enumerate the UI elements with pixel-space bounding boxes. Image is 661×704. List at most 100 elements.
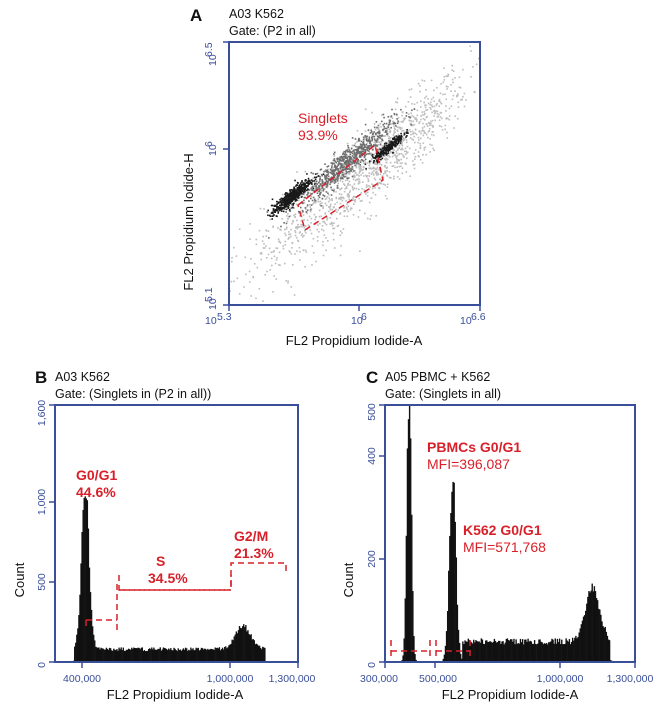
scatter-point	[415, 120, 418, 122]
histogram-bar	[473, 639, 475, 662]
scatter-point	[431, 131, 434, 133]
scatter-point	[330, 194, 333, 196]
scatter-point	[359, 167, 361, 170]
scatter-point	[391, 141, 394, 144]
scatter-point	[404, 162, 407, 164]
scatter-point	[374, 156, 377, 159]
scatter-point	[333, 222, 335, 224]
scatter-point	[472, 66, 474, 68]
scatter-point	[321, 182, 324, 184]
scatter-point	[271, 215, 273, 217]
scatter-point	[342, 163, 344, 166]
scatter-point	[363, 175, 365, 177]
panel-b-gate-s-percent: 34.5%	[148, 570, 188, 586]
scatter-point	[397, 133, 400, 136]
scatter-point	[296, 250, 298, 252]
histogram-bar	[570, 641, 573, 662]
scatter-point	[377, 124, 380, 127]
scatter-point	[319, 203, 321, 206]
scatter-point	[360, 140, 363, 143]
histogram-bar	[175, 650, 177, 662]
scatter-point	[397, 137, 399, 140]
scatter-point	[400, 132, 402, 135]
scatter-point	[387, 116, 390, 118]
scatter-point	[413, 135, 416, 138]
scatter-point	[408, 116, 410, 118]
scatter-point	[344, 179, 347, 182]
scatter-point	[340, 193, 343, 196]
scatter-point	[394, 140, 396, 143]
scatter-point	[315, 216, 317, 218]
panel-a-y-tick-2: 10 6.5	[203, 41, 229, 66]
scatter-point	[339, 179, 342, 182]
scatter-point	[389, 116, 392, 118]
scatter-point	[325, 197, 328, 200]
scatter-point	[296, 184, 299, 186]
histogram-bar	[476, 640, 478, 662]
scatter-point	[383, 149, 386, 151]
scatter-point	[298, 246, 301, 249]
scatter-point	[282, 206, 284, 209]
scatter-point	[267, 230, 270, 232]
scatter-point	[344, 176, 346, 178]
scatter-point	[279, 209, 281, 212]
scatter-point	[394, 161, 396, 164]
scatter-point	[288, 231, 290, 233]
scatter-point	[255, 297, 257, 300]
scatter-point	[373, 135, 376, 138]
scatter-point	[343, 150, 345, 153]
histogram-bar	[466, 641, 468, 662]
scatter-point	[396, 142, 399, 145]
scatter-point	[295, 194, 297, 197]
scatter-point	[447, 73, 450, 76]
scatter-point	[376, 155, 379, 157]
scatter-point	[406, 135, 408, 137]
scatter-point	[374, 157, 377, 160]
histogram-bar	[452, 481, 454, 662]
scatter-point	[362, 165, 364, 168]
scatter-point	[304, 187, 307, 190]
scatter-point	[301, 209, 304, 212]
scatter-point	[380, 164, 383, 166]
scatter-point	[378, 155, 380, 157]
scatter-point	[306, 205, 309, 208]
scatter-point	[389, 146, 392, 149]
scatter-point	[363, 189, 366, 191]
scatter-point	[439, 116, 442, 118]
histogram-bar	[514, 644, 516, 662]
scatter-point	[272, 225, 274, 228]
scatter-point	[334, 169, 337, 172]
scatter-point	[442, 93, 444, 96]
scatter-point	[362, 136, 365, 139]
histogram-bar	[550, 641, 552, 662]
scatter-point	[401, 127, 403, 129]
scatter-point	[290, 198, 292, 201]
svg-text:10: 10	[207, 298, 219, 310]
scatter-point	[409, 137, 412, 139]
histogram-bar	[170, 648, 172, 662]
scatter-point	[268, 247, 271, 250]
scatter-point	[474, 91, 476, 94]
scatter-point	[273, 255, 276, 258]
scatter-point	[341, 180, 344, 183]
scatter-point	[382, 173, 385, 175]
histogram-bar	[536, 644, 538, 662]
scatter-point	[339, 202, 342, 205]
histogram-bar	[582, 616, 585, 662]
histogram-bar	[146, 650, 149, 662]
scatter-point	[385, 142, 388, 145]
scatter-point	[420, 106, 422, 108]
scatter-point	[394, 154, 396, 156]
scatter-point	[364, 191, 367, 194]
scatter-point	[351, 144, 354, 147]
scatter-point	[392, 120, 394, 123]
scatter-point	[310, 197, 312, 200]
scatter-point	[325, 186, 328, 188]
scatter-point	[325, 204, 328, 207]
scatter-point	[332, 159, 335, 162]
scatter-point	[289, 202, 291, 204]
scatter-point	[357, 216, 360, 218]
scatter-point	[285, 197, 287, 199]
svg-text:6: 6	[361, 311, 367, 323]
scatter-point	[377, 127, 380, 129]
